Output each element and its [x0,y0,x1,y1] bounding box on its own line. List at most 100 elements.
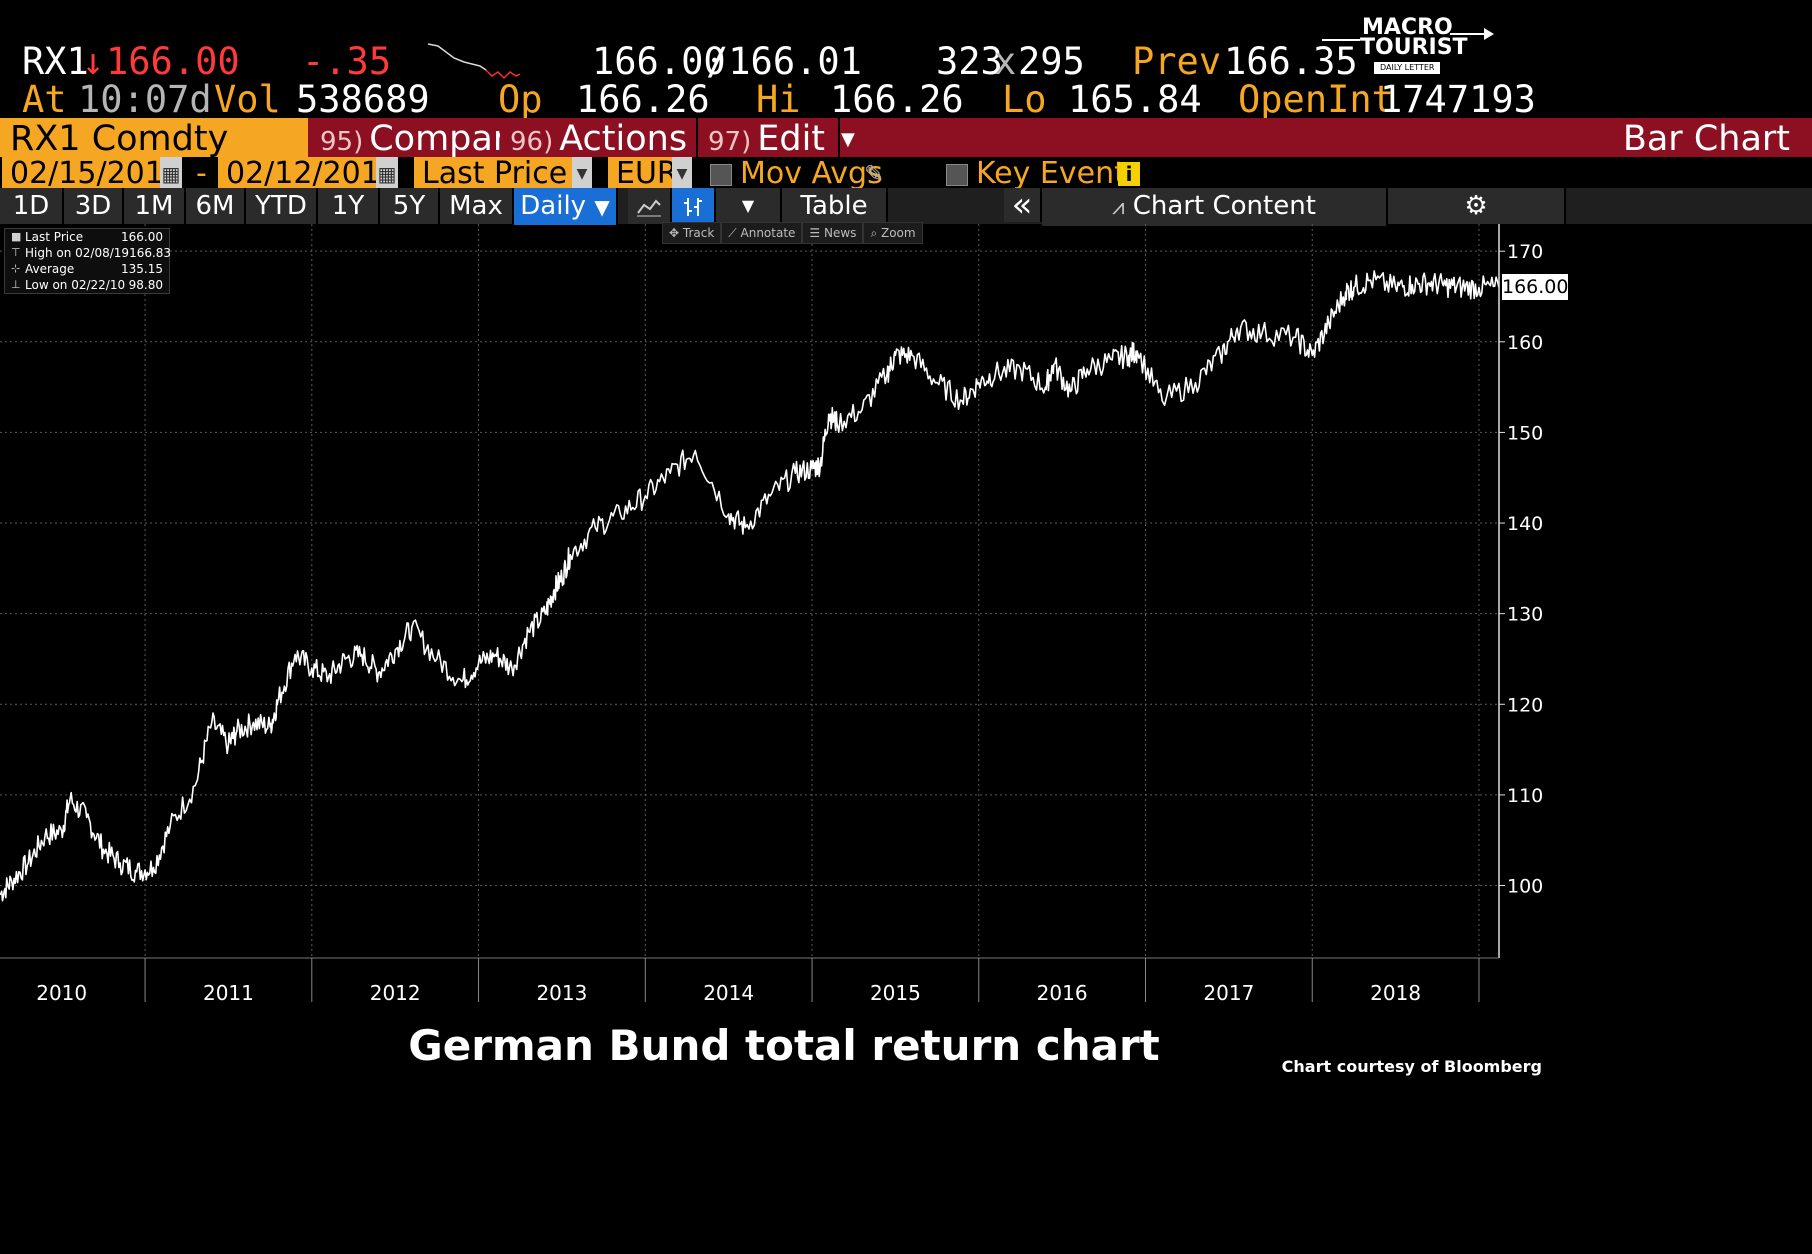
bar-chart-icon[interactable] [672,188,716,224]
x-tick-label: 2018 [1370,981,1421,1005]
chart-content-icon: ⩘ [1112,195,1125,220]
size-separator: x [994,40,1017,83]
legend-average-label: Average [25,262,75,276]
pencil-icon[interactable]: ✎ [864,160,885,188]
chart-legend[interactable]: ■ Last Price 166.00 ⊤ High on 02/08/19 166… [4,228,172,294]
compare-number: 95) [320,127,364,157]
key-events-checkbox[interactable] [946,164,968,186]
chart-tools: ✥ Track ⟋ Annotate ☰ News ⌕ Zoom [662,222,923,244]
legend-average-value: 135.15 [121,262,163,276]
x-tick-label: 2014 [703,981,754,1005]
gear-icon[interactable]: ⚙ [1388,188,1566,224]
range-row: 1D 3D 1M 6M YTD 1Y 5Y Max Daily ▼ ▼ Tabl… [0,188,1812,226]
range-6m-button[interactable]: 6M [186,188,246,224]
logo-line3: DAILY LETTER [1374,62,1441,74]
high-value: 166.26 [830,78,964,121]
arrow-logo-icon [1322,28,1494,41]
chevron-down-icon[interactable]: ▼ [572,157,592,191]
range-1d-button[interactable]: 1D [0,188,64,224]
table-button[interactable]: Table [782,188,888,224]
high-label: Hi [756,78,801,121]
end-date-input[interactable]: 02/12/2019 [218,157,399,191]
security-field[interactable]: RX1 Comdty [0,118,308,160]
edit-button[interactable]: 97) Edit ▼ [698,118,855,163]
sparkline [428,43,520,80]
bid-size: 323 [936,40,1003,83]
legend-last-value: 166.00 [121,230,163,244]
prev-label: Prev [1132,40,1222,83]
volume: 538689 [296,78,430,121]
mov-avgs-checkbox[interactable] [710,164,732,186]
ask-size: 295 [1018,40,1085,83]
info-icon[interactable]: i [1118,162,1140,186]
ask-price: /166.01 [706,40,862,83]
range-1m-button[interactable]: 1M [124,188,186,224]
series-line-last-price[interactable] [0,270,1500,902]
actions-number: 96) [510,127,554,157]
y-tick-label: 160 [1507,332,1543,354]
actions-button[interactable]: 96)Actions▼ [500,118,717,163]
net-change: -.35 [302,40,392,83]
annotate-button[interactable]: ⟋ Annotate [721,222,803,244]
prev-value: 166.35 [1224,40,1358,83]
x-tick-label: 2017 [1203,981,1254,1005]
x-tick-label: 2016 [1037,981,1088,1005]
edit-label: Edit [757,119,826,159]
legend-high-value: 166.83 [129,246,172,260]
logo-line2: TOURIST [1360,35,1468,60]
period-select[interactable]: Daily ▼ [514,188,618,225]
actions-label: Actions [559,119,688,159]
legend-last: ■ Last Price 166.00 [5,229,169,245]
price-chart[interactable]: 100 110 120 130 140 150 160 170 2010 2011 2012 201… [0,224,1568,1006]
legend-low-value: 98.80 [128,278,163,292]
last-price: 166.00 [106,40,240,83]
y-tick-label: 170 [1507,241,1543,263]
chevron-down-icon[interactable]: ▼ [672,157,692,191]
open-label: Op [498,78,543,121]
chart-content-label: Chart Content [1132,191,1316,221]
collapse-button[interactable]: « [1004,188,1042,222]
y-tick-label: 110 [1507,785,1543,807]
legend-average: ⊹ Average 135.15 [5,261,169,277]
chart-caption: German Bund total return chart [408,1021,1160,1070]
range-max-button[interactable]: Max [440,188,514,224]
range-3d-button[interactable]: 3D [64,188,124,224]
zoom-button[interactable]: ⌕ Zoom [863,222,923,244]
news-button[interactable]: ☰ News [802,222,864,244]
chart-type-label[interactable]: Bar Chart [1622,119,1790,159]
open-interest-value: 1747193 [1380,78,1536,121]
bid-price: 166.00 [592,40,726,83]
legend-low-label: Low on 02/22/10 [25,278,126,292]
start-date-input[interactable]: 02/15/2010 [2,157,183,191]
calendar-icon[interactable]: ▦ [376,157,398,191]
date-separator: - [196,156,207,191]
range-5y-button[interactable]: 5Y [380,188,440,224]
at-label: At [22,78,67,121]
legend-last-label: Last Price [25,230,84,244]
open-interest-label: OpenInt [1238,78,1394,121]
low-label: Lo [1002,78,1047,121]
line-chart-icon[interactable] [628,188,672,224]
chart-content-button[interactable]: ⩘ Chart Content [1042,188,1388,226]
main-toolbar: RX1 Comdty 95)Compare 96)Actions▼ 97)Edi… [0,118,1812,163]
y-tick-label: 120 [1507,694,1543,716]
calendar-icon[interactable]: ▦ [160,157,182,191]
track-button[interactable]: ✥ Track [662,222,722,244]
low-marker-icon: ⊥ [11,278,21,291]
legend-low: ⊥ Low on 02/22/10 98.80 [5,277,169,293]
range-1y-button[interactable]: 1Y [318,188,380,224]
field-select[interactable]: Last Price [414,157,576,191]
range-ytd-button[interactable]: YTD [246,188,318,224]
y-tick-label: 130 [1507,604,1543,626]
current-price-tag: 166.00 [1502,274,1569,301]
quote-time: 10:07d [78,78,212,121]
currency-select[interactable]: EUR [608,157,678,191]
logo-line1: MACRO [1362,15,1453,40]
x-tick-label: 2010 [36,981,87,1005]
chevron-down-icon[interactable]: ▼ [716,188,782,224]
x-tick-label: 2012 [370,981,421,1005]
annotate-label: Annotate [740,226,796,240]
macro-tourist-logo: MACRO TOURIST DAILY LETTER [1316,16,1496,80]
chevron-down-icon: ▼ [841,129,855,150]
mov-avgs-label: Mov Avgs [740,156,883,191]
